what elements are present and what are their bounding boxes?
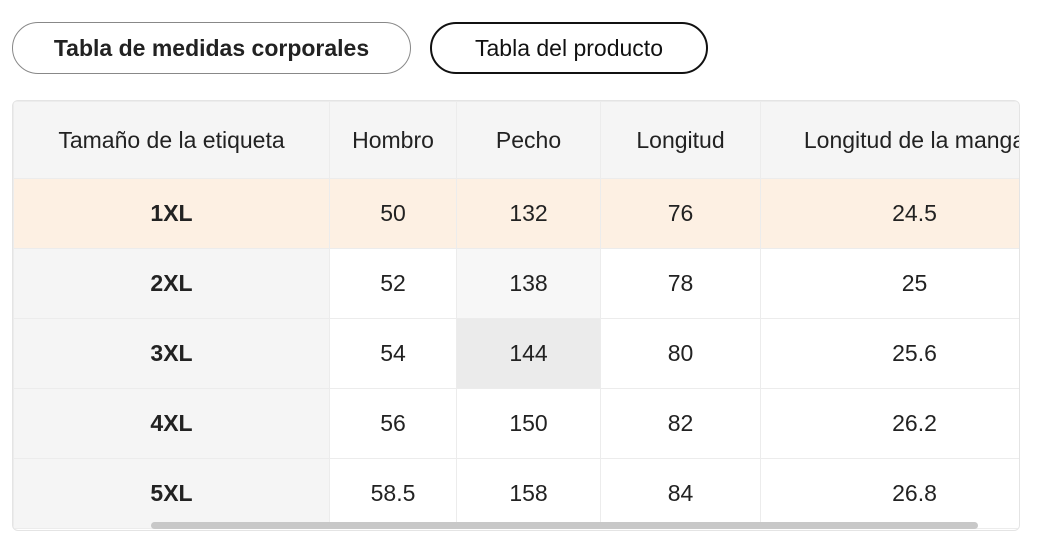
table-cell: 82 — [600, 388, 761, 459]
table-cell: 56 — [329, 388, 457, 459]
table-cell: 138 — [456, 248, 601, 319]
scrollbar[interactable] — [151, 522, 978, 529]
table-cell: 52 — [329, 248, 457, 319]
table-cell: 84 — [600, 458, 761, 529]
table-cell: 150 — [456, 388, 601, 459]
table-cell: 25.6 — [760, 318, 1019, 389]
column-header: Tamaño de la etiqueta — [13, 101, 330, 179]
size-table-container: Tamaño de la etiqueta Hombro Pecho Longitud… — [12, 100, 1020, 531]
table-row: 1XL 50 132 76 24.5 — [13, 178, 1019, 249]
table-cell: 144 — [456, 318, 601, 389]
tab-selected[interactable]: Tabla del producto — [430, 22, 708, 74]
table-cell: 25 — [760, 248, 1019, 319]
table-cell: 78 — [600, 248, 761, 319]
table-cell: 76 — [600, 178, 761, 249]
size-label: 5XL — [13, 458, 330, 529]
size-label: 1XL — [13, 178, 330, 249]
table-row: 5XL 58.5 158 84 26.8 — [13, 458, 1019, 529]
table-cell: 50 — [329, 178, 457, 249]
table-cell: 24.5 — [760, 178, 1019, 249]
table-cell: 158 — [456, 458, 601, 529]
size-table: Tamaño de la etiqueta Hombro Pecho Longitud… — [13, 101, 1019, 529]
column-header: Longitud de la manga — [760, 101, 1019, 179]
size-label: 2XL — [13, 248, 330, 319]
table-cell: 26.2 — [760, 388, 1019, 459]
column-header: Longitud — [600, 101, 761, 179]
table-cell: 54 — [329, 318, 457, 389]
size-label: 3XL — [13, 318, 330, 389]
size-label: 4XL — [13, 388, 330, 459]
table-cell: 80 — [600, 318, 761, 389]
table-cell: 132 — [456, 178, 601, 249]
table-row: 4XL 56 150 82 26.2 — [13, 388, 1019, 459]
table-cell: 26.8 — [760, 458, 1019, 529]
table-row: 3XL 54 144 80 25.6 — [13, 318, 1019, 389]
table-row: 2XL 52 138 78 25 — [13, 248, 1019, 319]
tab[interactable]: Tabla de medidas corporales — [12, 22, 411, 74]
column-header: Pecho — [456, 101, 601, 179]
header-row: Tamaño de la etiqueta Hombro Pecho Longitud… — [13, 101, 1019, 179]
table-cell: 58.5 — [329, 458, 457, 529]
column-header: Hombro — [329, 101, 457, 179]
